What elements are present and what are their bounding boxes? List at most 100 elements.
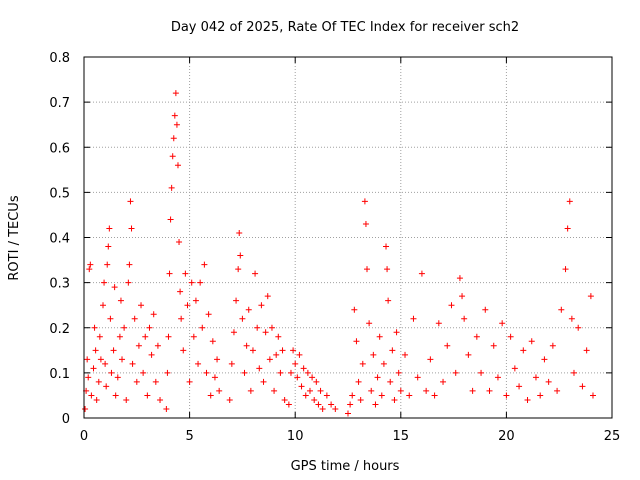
- data-point: [541, 356, 548, 363]
- data-point: [95, 378, 102, 385]
- data-point: [205, 311, 212, 318]
- data-point: [456, 275, 463, 282]
- data-point: [103, 383, 110, 390]
- data-point: [182, 270, 189, 277]
- data-point: [230, 329, 237, 336]
- data-point: [167, 216, 174, 223]
- data-point: [116, 333, 123, 340]
- data-point: [374, 374, 381, 381]
- data-point: [121, 324, 128, 331]
- x-axis-label: GPS time / hours: [291, 459, 400, 474]
- y-tick-label: 0.1: [49, 367, 70, 382]
- data-point: [184, 302, 191, 309]
- data-point: [268, 324, 275, 331]
- data-point: [154, 342, 161, 349]
- data-point: [311, 396, 318, 403]
- data-point: [188, 279, 195, 286]
- data-point: [84, 356, 91, 363]
- data-point: [258, 302, 265, 309]
- data-point: [104, 261, 111, 268]
- data-point: [211, 374, 218, 381]
- data-point: [319, 405, 326, 412]
- y-axis-label: ROTI / TECUs: [7, 195, 22, 280]
- data-point: [133, 378, 140, 385]
- data-point: [112, 392, 119, 399]
- data-point: [166, 270, 173, 277]
- x-tick-label: 0: [80, 429, 88, 444]
- data-point: [266, 356, 273, 363]
- data-point: [579, 383, 586, 390]
- data-point: [190, 333, 197, 340]
- y-tick-label: 0.2: [49, 322, 70, 337]
- data-point: [102, 360, 109, 367]
- data-point: [349, 392, 356, 399]
- data-point: [482, 306, 489, 313]
- data-point: [395, 369, 402, 376]
- data-point: [287, 369, 294, 376]
- data-point: [209, 338, 216, 345]
- y-tick-label: 0.7: [49, 96, 70, 111]
- data-point: [138, 302, 145, 309]
- data-point: [271, 387, 278, 394]
- data-point: [423, 387, 430, 394]
- data-point: [169, 153, 176, 160]
- data-point: [111, 284, 118, 291]
- data-point: [249, 347, 256, 354]
- data-point: [233, 297, 240, 304]
- data-point: [264, 293, 271, 300]
- data-point: [201, 261, 208, 268]
- data-point: [203, 369, 210, 376]
- data-point: [90, 365, 97, 372]
- data-point: [306, 387, 313, 394]
- data-point: [228, 360, 235, 367]
- data-point: [402, 351, 409, 358]
- data-point: [566, 198, 573, 205]
- data-point: [254, 324, 261, 331]
- data-point: [125, 279, 132, 286]
- data-point: [82, 405, 89, 412]
- data-point: [494, 374, 501, 381]
- data-point: [418, 270, 425, 277]
- data-point: [123, 396, 130, 403]
- data-point: [87, 261, 94, 268]
- x-tick-label: 20: [498, 429, 515, 444]
- data-point: [108, 369, 115, 376]
- data-point: [486, 387, 493, 394]
- data-point: [239, 315, 246, 322]
- data-point: [384, 266, 391, 273]
- data-point: [357, 396, 364, 403]
- data-point: [532, 374, 539, 381]
- data-point: [459, 293, 466, 300]
- data-point: [298, 383, 305, 390]
- data-point: [370, 351, 377, 358]
- data-point: [296, 351, 303, 358]
- data-point: [195, 360, 202, 367]
- data-point: [107, 315, 114, 322]
- grid: [84, 57, 612, 418]
- data-point: [507, 333, 514, 340]
- data-point: [171, 112, 178, 119]
- data-point: [353, 338, 360, 345]
- data-point: [524, 396, 531, 403]
- data-point: [355, 378, 362, 385]
- data-point: [478, 369, 485, 376]
- data-point: [235, 266, 242, 273]
- data-point: [279, 347, 286, 354]
- data-point: [150, 311, 157, 318]
- data-point: [178, 315, 185, 322]
- data-point: [281, 396, 288, 403]
- data-point: [144, 392, 151, 399]
- data-point: [294, 374, 301, 381]
- data-point: [245, 306, 252, 313]
- data-point: [277, 369, 284, 376]
- data-point: [448, 302, 455, 309]
- data-point: [100, 302, 107, 309]
- data-point: [117, 297, 124, 304]
- data-point: [328, 401, 335, 408]
- data-point: [389, 347, 396, 354]
- data-point: [128, 225, 135, 232]
- data-point: [101, 279, 108, 286]
- data-point: [237, 252, 244, 259]
- data-point: [197, 279, 204, 286]
